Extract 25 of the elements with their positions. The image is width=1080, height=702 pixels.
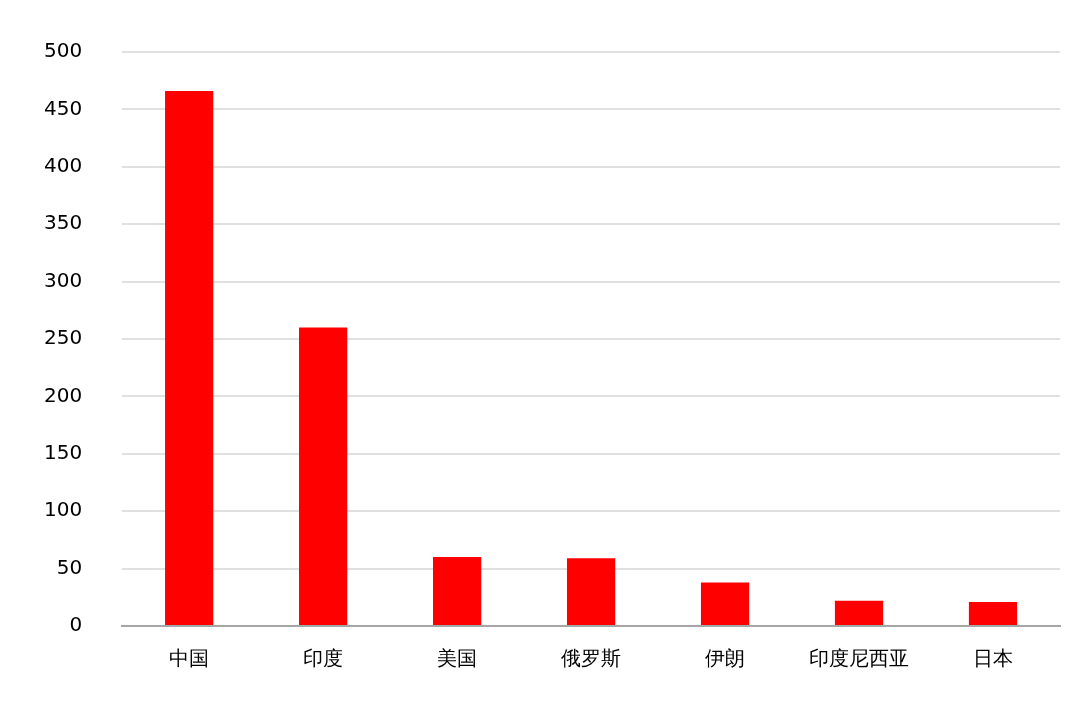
bar <box>299 327 348 625</box>
y-tick-label: 100 <box>43 497 83 522</box>
y-tick-label: 350 <box>43 210 83 235</box>
x-tick-label: 中国 <box>169 646 210 671</box>
y-tick-label: 250 <box>43 325 83 350</box>
y-tick-label: 50 <box>56 554 83 579</box>
y-tick-label: 300 <box>43 267 83 292</box>
y-tick-label: 450 <box>43 95 83 120</box>
bar <box>566 558 616 625</box>
x-tick-label: 印度尼西亚 <box>809 646 910 671</box>
bar <box>968 601 1018 625</box>
x-tick-label: 印度 <box>303 646 344 671</box>
y-tick-label: 200 <box>43 382 83 407</box>
bar <box>834 600 884 625</box>
x-tick-label: 美国 <box>437 646 478 671</box>
y-tick-label: 150 <box>43 440 83 464</box>
x-tick-label: 日本 <box>973 646 1014 671</box>
bar <box>700 582 750 625</box>
y-tick-label: 500 <box>43 38 83 63</box>
x-tick-label: 俄罗斯 <box>561 646 622 671</box>
bar <box>165 91 214 625</box>
x-tick-label: 伊朗 <box>705 646 746 671</box>
y-tick-label: 0 <box>69 612 83 637</box>
y-tick-label: 400 <box>43 153 83 177</box>
bar <box>433 557 482 625</box>
